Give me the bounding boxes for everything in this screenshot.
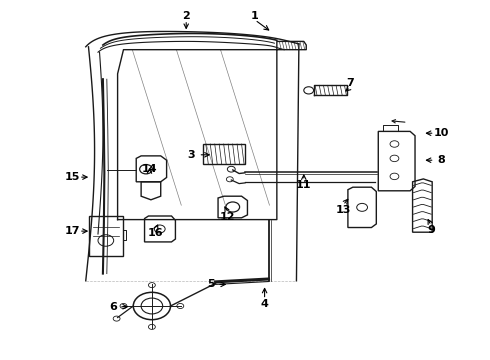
Text: 2: 2: [182, 11, 190, 21]
Text: 10: 10: [433, 128, 449, 138]
Text: 16: 16: [148, 228, 164, 238]
Text: 6: 6: [109, 302, 117, 312]
Text: 9: 9: [427, 225, 435, 235]
Text: 11: 11: [296, 180, 312, 190]
Text: 17: 17: [65, 226, 80, 236]
Text: 8: 8: [437, 155, 445, 165]
Bar: [203, 144, 245, 164]
Text: 12: 12: [220, 212, 236, 222]
Text: 5: 5: [207, 279, 215, 289]
Text: 3: 3: [187, 150, 195, 160]
Bar: [89, 216, 122, 256]
Text: 14: 14: [142, 164, 157, 174]
Text: 13: 13: [335, 204, 351, 215]
Text: 15: 15: [65, 172, 80, 182]
Text: 1: 1: [251, 11, 259, 21]
Text: 7: 7: [346, 78, 354, 88]
Text: 4: 4: [261, 299, 269, 309]
